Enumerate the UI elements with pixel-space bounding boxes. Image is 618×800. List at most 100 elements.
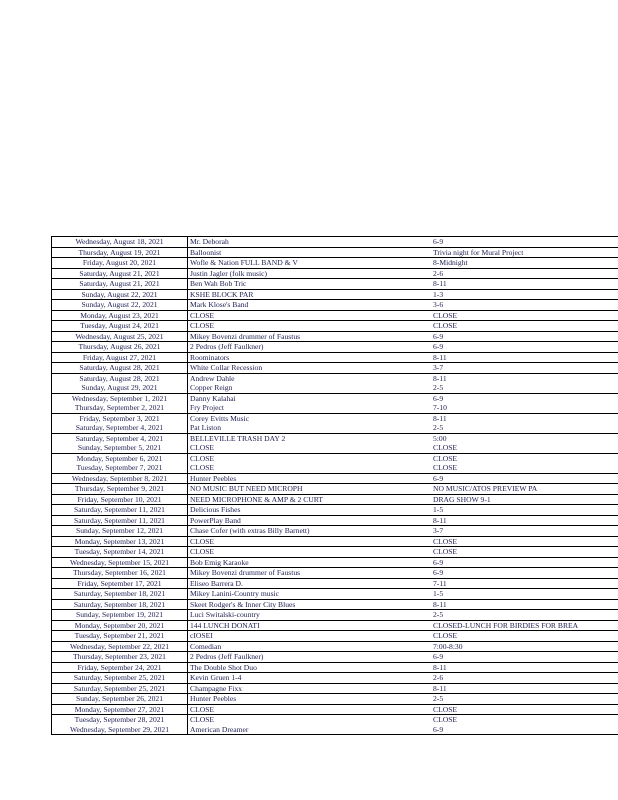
table-row: Sunday, September 19, 2021 Luci Switalski… bbox=[51, 609, 618, 621]
event-cell: White Collar Recession bbox=[187, 362, 431, 374]
event-cell: Chase Cofer (with extras Billy Barnett) bbox=[187, 525, 431, 537]
date-cell: Wednesday, September 1, 2021 bbox=[51, 393, 188, 403]
event-cell: PowerPlay Band bbox=[187, 515, 431, 526]
time-cell: 3-6 bbox=[431, 299, 618, 311]
table-row: Thursday, September 9, 2021 NO MUSIC BUT … bbox=[51, 483, 618, 495]
date-cell: Friday, September 3, 2021 bbox=[51, 413, 188, 423]
table-row: Thursday, September 16, 2021 Mikey Bovenz… bbox=[51, 567, 618, 579]
date-cell: Wednesday, August 25, 2021 bbox=[51, 331, 188, 342]
time-cell: 8-11 bbox=[433, 413, 447, 423]
date-cell: Saturday, September 11, 2021 bbox=[51, 504, 188, 516]
time-cell: 3-7 bbox=[431, 362, 618, 374]
event-cell: KSHE BLOCK PAR bbox=[187, 289, 431, 300]
table-row: Tuesday, August 24, 2021 CLOSE CLOSE bbox=[51, 320, 618, 332]
date-cell: Thursday, September 9, 2021 bbox=[51, 483, 188, 495]
date-cell: Sunday, September 5, 2021 bbox=[51, 443, 188, 454]
event-cell: Andrew Dahle bbox=[190, 373, 235, 383]
event-schedule-table: Wednesday, August 18, 2021 Mr. Deborah 6-9… bbox=[51, 236, 618, 735]
time-cell: DRAG SHOW 9-1 bbox=[431, 494, 618, 505]
table-row: Thursday, August 19, 2021 Balloonist Triv… bbox=[51, 247, 618, 258]
date-cell: Sunday, August 29, 2021 bbox=[51, 383, 188, 394]
time-cell: 7-11 bbox=[431, 578, 618, 589]
table-row: Wednesday, September 1, 2021 Danny Kalaha… bbox=[51, 393, 618, 403]
date-cell: Sunday, September 19, 2021 bbox=[51, 609, 188, 621]
event-cell: Fry Project bbox=[187, 403, 431, 414]
table-row: Saturday, September 4, 2021 BELLEVILLE TR… bbox=[51, 433, 618, 443]
table-row: Wednesday, September 15, 2021 Bob Emig Ka… bbox=[51, 557, 618, 568]
date-cell: Thursday, August 19, 2021 bbox=[51, 247, 188, 258]
event-cell: CLOSE bbox=[187, 536, 431, 547]
table-row: Monday, August 23, 2021 CLOSE CLOSE bbox=[51, 310, 618, 321]
table-row: Saturday, September 11, 2021 Delicious Fi… bbox=[51, 504, 618, 516]
date-cell: Sunday, August 22, 2021 bbox=[51, 289, 188, 300]
table-row: Wednesday, August 18, 2021 Mr. Deborah 6-9 bbox=[51, 236, 618, 248]
table-row: Sunday, September 12, 2021 Chase Cofer (w… bbox=[51, 525, 618, 537]
table-row: Monday, September 6, 2021 CLOSE CLOSE bbox=[51, 453, 618, 463]
event-cell: CLOSE bbox=[187, 443, 431, 454]
event-cell: CLOSE bbox=[187, 320, 431, 332]
event-cell: Eliseo Barrera D. bbox=[187, 578, 431, 589]
date-cell: Saturday, September 25, 2021 bbox=[51, 672, 188, 684]
event-cell: Champagne Fixx bbox=[187, 683, 431, 694]
event-cell: Luci Switalski-country bbox=[187, 609, 431, 621]
time-cell: 1-3 bbox=[431, 289, 618, 300]
table-row: Sunday, August 29, 2021 Copper Reign 2-5 bbox=[51, 383, 618, 394]
event-cell: Mikey Bovenzi drummer of Faustus bbox=[187, 331, 431, 342]
date-cell: Friday, August 27, 2021 bbox=[51, 352, 188, 363]
date-cell: Monday, August 23, 2021 bbox=[51, 310, 188, 321]
table-row: Monday, September 27, 2021 CLOSE CLOSE bbox=[51, 704, 618, 715]
event-cell: cIOSEI bbox=[187, 630, 431, 642]
time-cell: 2-5 bbox=[431, 609, 618, 621]
table-row: Saturday, August 21, 2021 Justin Jagler (… bbox=[51, 268, 618, 279]
table-row: Saturday, September 18, 2021 Skeet Rodger… bbox=[51, 599, 618, 610]
event-cell: Skeet Rodger's & Inner City Blues bbox=[187, 599, 431, 610]
event-cell: CLOSE bbox=[187, 310, 431, 321]
event-cell: Comedian bbox=[187, 641, 431, 652]
table-row: Saturday, August 21, 2021 Ben Wah Bob Tri… bbox=[51, 278, 618, 290]
table-row: Thursday, August 26, 2021 2 Pedros (Jeff … bbox=[51, 341, 618, 353]
time-cell: 5:00 bbox=[433, 433, 447, 443]
time-cell: 2-5 bbox=[431, 423, 618, 434]
time-cell: 6-9 bbox=[431, 651, 618, 663]
time-cell: 6-9 bbox=[433, 724, 444, 734]
date-cell: Saturday, August 28, 2021 bbox=[51, 362, 188, 374]
event-cell: Mark Klose's Band bbox=[187, 299, 431, 311]
date-cell: Monday, September 20, 2021 bbox=[51, 620, 188, 631]
event-cell: Hunter Peebles bbox=[187, 473, 431, 484]
time-cell: CLOSE bbox=[431, 536, 618, 547]
event-cell: Copper Reign bbox=[187, 383, 431, 394]
time-cell: 8-11 bbox=[431, 662, 618, 673]
time-cell: 6-9 bbox=[431, 236, 618, 248]
time-cell: 8-11 bbox=[433, 373, 447, 383]
time-cell: 6-9 bbox=[433, 393, 444, 403]
table-row: Sunday, August 22, 2021 KSHE BLOCK PAR 1-3 bbox=[51, 289, 618, 300]
table-row: Sunday, August 22, 2021 Mark Klose's Band… bbox=[51, 299, 618, 311]
event-cell: Balloonist bbox=[187, 247, 431, 258]
time-cell: 8-11 bbox=[431, 515, 618, 526]
event-cell: CLOSE bbox=[190, 453, 215, 463]
event-cell: 2 Pedros (Jeff Faulkner) bbox=[187, 651, 431, 663]
date-cell: Friday, August 20, 2021 bbox=[51, 257, 188, 269]
table-row: Saturday, August 28, 2021 White Collar Re… bbox=[51, 362, 618, 374]
table-row: Wednesday, September 29, 2021 American Dr… bbox=[51, 724, 618, 735]
table-row: Saturday, August 28, 2021 Andrew Dahle 8-1… bbox=[51, 373, 618, 383]
table-row: Saturday, September 18, 2021 Mikey Lanini… bbox=[51, 588, 618, 600]
event-cell: Wofle & Nation FULL BAND & V bbox=[187, 257, 431, 269]
table-row: Saturday, September 25, 2021 Kevin Gruen … bbox=[51, 672, 618, 684]
time-cell: 2-5 bbox=[431, 383, 618, 394]
time-cell: 8-11 bbox=[431, 352, 618, 363]
time-cell: 6-9 bbox=[431, 473, 618, 484]
table-row: Friday, September 3, 2021 Corey Evitts Mu… bbox=[51, 413, 618, 423]
event-cell: Mr. Deborah bbox=[187, 236, 431, 248]
date-cell: Tuesday, September 14, 2021 bbox=[51, 546, 188, 558]
table-row: Tuesday, September 28, 2021 CLOSE CLOSE bbox=[51, 714, 618, 725]
time-cell: 1-5 bbox=[431, 588, 618, 600]
event-cell: 2 Pedros (Jeff Faulkner) bbox=[187, 341, 431, 353]
date-cell: Saturday, September 18, 2021 bbox=[51, 599, 188, 610]
date-cell: Thursday, September 16, 2021 bbox=[51, 567, 188, 579]
table-row: Friday, September 10, 2021 NEED MICROPHON… bbox=[51, 494, 618, 505]
event-cell: Corey Evitts Music bbox=[190, 413, 250, 423]
date-cell: Tuesday, August 24, 2021 bbox=[51, 320, 188, 332]
event-cell: Danny Kalahai bbox=[190, 393, 236, 403]
date-cell: Saturday, September 4, 2021 bbox=[51, 423, 188, 434]
